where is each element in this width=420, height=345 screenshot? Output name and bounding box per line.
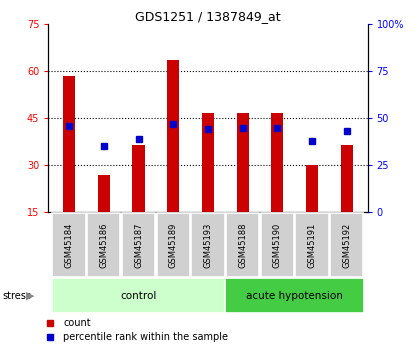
Bar <box>271 114 284 212</box>
Bar <box>52 278 225 313</box>
Text: GSM45184: GSM45184 <box>65 222 73 268</box>
Bar <box>306 165 318 212</box>
Text: GSM45186: GSM45186 <box>99 222 108 268</box>
Text: control: control <box>120 291 157 301</box>
Bar <box>98 175 110 212</box>
Text: ▶: ▶ <box>26 291 35 301</box>
Text: GSM45193: GSM45193 <box>203 222 213 268</box>
Bar <box>63 76 75 212</box>
Text: count: count <box>63 318 91 328</box>
Title: GDS1251 / 1387849_at: GDS1251 / 1387849_at <box>135 10 281 23</box>
Bar <box>157 213 190 277</box>
Bar <box>236 114 249 212</box>
Bar <box>132 145 144 212</box>
Bar <box>167 60 179 212</box>
Bar <box>202 114 214 212</box>
Text: GSM45187: GSM45187 <box>134 222 143 268</box>
Bar <box>226 213 259 277</box>
Bar <box>52 213 86 277</box>
Bar <box>191 213 225 277</box>
Text: GSM45192: GSM45192 <box>342 222 351 268</box>
Text: percentile rank within the sample: percentile rank within the sample <box>63 332 228 342</box>
Bar <box>341 145 353 212</box>
Text: GSM45189: GSM45189 <box>169 222 178 268</box>
Bar <box>330 213 363 277</box>
Bar <box>225 278 364 313</box>
Bar <box>295 213 328 277</box>
Text: GSM45191: GSM45191 <box>307 222 317 268</box>
Text: acute hypotension: acute hypotension <box>246 291 343 301</box>
Bar <box>122 213 155 277</box>
Text: stress: stress <box>2 291 31 301</box>
Text: GSM45188: GSM45188 <box>238 222 247 268</box>
Text: GSM45190: GSM45190 <box>273 222 282 268</box>
Bar <box>261 213 294 277</box>
Bar <box>87 213 121 277</box>
